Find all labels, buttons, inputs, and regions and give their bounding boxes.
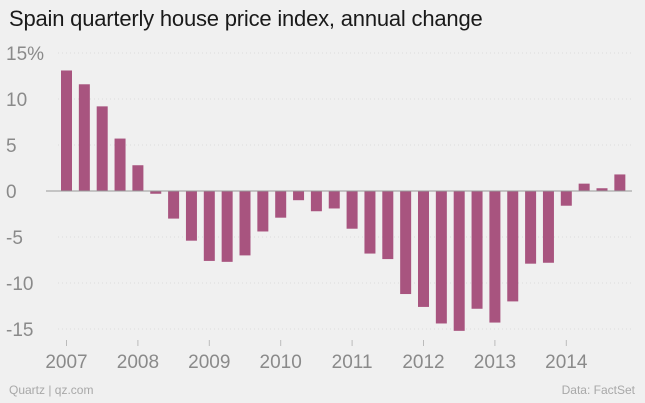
bar-2007-q3 <box>96 106 108 191</box>
bar-2009-q2 <box>221 191 233 262</box>
bar-2014-q2 <box>578 183 590 191</box>
bar-2011-q3 <box>382 191 394 260</box>
x-tick-label: 2013 <box>474 352 516 373</box>
chart-title: Spain quarterly house price index, annua… <box>9 6 483 31</box>
bar-2013-q3 <box>525 191 537 264</box>
x-tick-label: 2010 <box>260 352 302 373</box>
bar-2011-q1 <box>346 191 358 229</box>
bars <box>61 70 626 331</box>
bar-2009-q4 <box>257 191 269 232</box>
bar-2014-q1 <box>560 191 572 206</box>
data-source: Data: FactSet <box>561 383 635 397</box>
bar-2011-q2 <box>364 191 376 254</box>
bar-2014-q4 <box>614 174 626 191</box>
y-tick-label: -15 <box>6 320 33 341</box>
bar-2010-q4 <box>328 191 340 209</box>
bar-2008-q4 <box>185 191 197 241</box>
x-axis-labels: 2007 2008 2009 2010 2011 2012 2013 2014 <box>45 340 588 373</box>
x-tick-label: 2009 <box>188 352 230 373</box>
bar-2007-q1 <box>61 70 72 191</box>
bar-2012-q1 <box>418 191 429 307</box>
bar-2007-q2 <box>78 84 90 191</box>
bar-2013-q1 <box>489 191 501 323</box>
source-credit: Quartz | qz.com <box>9 383 94 397</box>
bar-2010-q2 <box>293 191 305 201</box>
bar-2009-q3 <box>239 191 251 256</box>
y-tick-label: 5 <box>6 136 17 157</box>
bar-2009-q1 <box>203 191 215 261</box>
y-tick-label: 0 <box>6 182 17 203</box>
bar-2008-q2 <box>150 191 162 194</box>
x-tick-label: 2011 <box>332 352 373 373</box>
bar-2013-q2 <box>507 191 519 302</box>
bar-2011-q4 <box>400 191 412 295</box>
bar-2010-q1 <box>275 191 287 218</box>
y-tick-label: -10 <box>6 274 33 295</box>
y-tick-label: 15% <box>6 44 44 65</box>
x-tick-label: 2012 <box>402 352 444 373</box>
y-tick-label: 10 <box>6 90 27 111</box>
bar-2012-q4 <box>471 191 483 309</box>
bar-2007-q4 <box>114 138 126 191</box>
bar-2012-q3 <box>453 191 465 331</box>
bar-2013-q4 <box>542 191 554 263</box>
bar-2008-q1 <box>132 165 144 191</box>
bar-2014-q3 <box>596 188 608 191</box>
x-tick-label: 2008 <box>117 352 159 373</box>
bar-2012-q2 <box>435 191 447 324</box>
bar-2008-q3 <box>168 191 180 219</box>
x-tick-label: 2007 <box>45 352 87 373</box>
y-tick-label: -5 <box>6 228 23 249</box>
x-tick-label: 2014 <box>545 352 588 373</box>
bar-2010-q3 <box>310 191 322 212</box>
y-axis-labels: 15% 10 5 0 -5 -10 -15 <box>6 44 44 341</box>
